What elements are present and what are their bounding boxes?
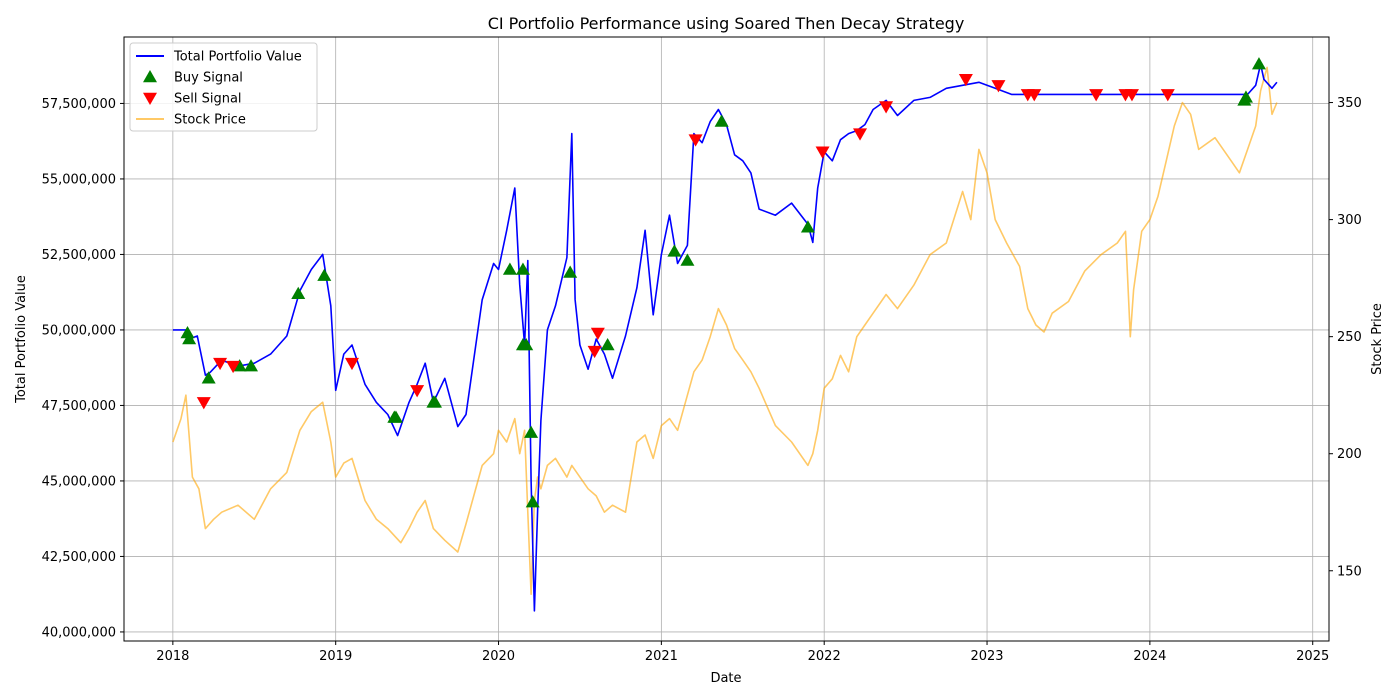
legend-swatch xyxy=(143,92,157,105)
y-axis-ticks: 40,000,000 42,500,000 45,000,000 47,500,000… xyxy=(42,97,124,640)
buy-signal-marker xyxy=(201,371,216,384)
sell-signal-marker xyxy=(853,128,868,141)
chart-title: CI Portfolio Performance using Soared Th… xyxy=(488,14,965,33)
sell-signal-marker xyxy=(196,397,211,410)
plot-frame xyxy=(123,36,1330,642)
y-tick-label: 50,000,000 xyxy=(42,323,116,338)
sell-signal-marker xyxy=(213,357,228,371)
buy-signal-marker xyxy=(667,244,682,257)
series-layer xyxy=(172,63,1278,612)
x-tick-label: 2023 xyxy=(970,649,1003,664)
x-tick-label: 2018 xyxy=(156,649,189,664)
grid-lines xyxy=(124,37,1329,641)
buy-signal-marker xyxy=(317,268,332,281)
y-tick-label: 47,500,000 xyxy=(42,399,116,414)
y-tick-label: 42,500,000 xyxy=(42,550,116,565)
sell-signal-marker xyxy=(344,357,359,371)
legend-swatch xyxy=(143,70,157,83)
buy-signal-marker xyxy=(800,220,815,233)
x-axis-label: Date xyxy=(710,671,741,686)
y2-tick-label: 350 xyxy=(1337,96,1362,111)
signal-markers xyxy=(180,57,1266,508)
sell-signal-marker xyxy=(688,134,703,147)
buy-signal-marker xyxy=(428,395,443,408)
x-tick-label: 2022 xyxy=(808,649,841,664)
sell-signal-marker xyxy=(1027,89,1042,102)
buy-signal-marker xyxy=(244,359,259,372)
buy-signal-marker xyxy=(180,325,195,339)
sell-signal-marker xyxy=(991,80,1006,93)
x-tick-label: 2021 xyxy=(645,649,678,664)
y2-tick-label: 250 xyxy=(1337,330,1362,345)
y2-tick-label: 300 xyxy=(1337,213,1362,228)
buy-signal-marker xyxy=(1251,57,1266,70)
sell-signal-marker xyxy=(590,327,605,340)
y-axis-label: Total Portfolio Value xyxy=(14,275,29,404)
buy-signal-marker xyxy=(600,338,615,351)
y-tick-label: 55,000,000 xyxy=(42,172,116,187)
buy-signal-marker xyxy=(1238,90,1253,103)
buy-signal-marker xyxy=(524,425,539,438)
sell-signal-marker xyxy=(1124,89,1139,102)
x-tick-label: 2024 xyxy=(1133,649,1166,664)
stock-price-line xyxy=(172,66,1278,596)
portfolio-value-line xyxy=(172,63,1278,612)
x-tick-label: 2025 xyxy=(1296,649,1329,664)
buy-signal-marker xyxy=(232,359,247,372)
legend-label: Sell Signal xyxy=(174,92,242,107)
legend-label: Buy Signal xyxy=(174,71,243,86)
legend-box xyxy=(129,42,318,132)
buy-signal-marker xyxy=(519,338,534,351)
y-tick-label: 52,500,000 xyxy=(42,248,116,263)
y-tick-label: 45,000,000 xyxy=(42,474,116,489)
sell-signal-marker xyxy=(587,345,602,359)
sell-signal-marker xyxy=(1089,89,1104,102)
x-tick-label: 2020 xyxy=(482,649,515,664)
x-tick-label: 2019 xyxy=(319,649,352,664)
sell-signal-marker xyxy=(1160,89,1175,102)
y2-tick-label: 150 xyxy=(1337,564,1362,579)
y-tick-label: 40,000,000 xyxy=(42,625,116,640)
x-axis-ticks: 2018 2019 2020 2021 2022 2023 2024 2025 xyxy=(156,641,1329,664)
legend-label: Stock Price xyxy=(174,113,246,128)
sell-signal-marker xyxy=(410,385,425,398)
sell-signal-marker xyxy=(226,360,241,374)
buy-signal-marker xyxy=(714,114,729,127)
y2-axis-label: Stock Price xyxy=(1370,303,1385,375)
sell-signal-marker xyxy=(815,146,830,159)
buy-signal-marker xyxy=(563,265,578,278)
buy-signal-marker xyxy=(291,286,306,299)
legend-label: Total Portfolio Value xyxy=(173,50,302,65)
buy-signal-marker xyxy=(680,253,695,266)
sell-signal-marker xyxy=(958,74,973,87)
buy-signal-marker xyxy=(525,495,540,508)
legend: Total Portfolio Value Buy Signal Sell Sign… xyxy=(129,42,318,132)
y2-axis-ticks: 150 200 250 300 350 xyxy=(1329,96,1362,579)
y2-tick-label: 200 xyxy=(1337,447,1362,462)
buy-signal-marker xyxy=(515,262,530,275)
sell-signal-marker xyxy=(879,101,894,114)
y-tick-label: 57,500,000 xyxy=(42,97,116,112)
buy-signal-marker xyxy=(182,332,197,345)
buy-signal-marker xyxy=(388,410,403,423)
buy-signal-marker xyxy=(502,262,517,275)
